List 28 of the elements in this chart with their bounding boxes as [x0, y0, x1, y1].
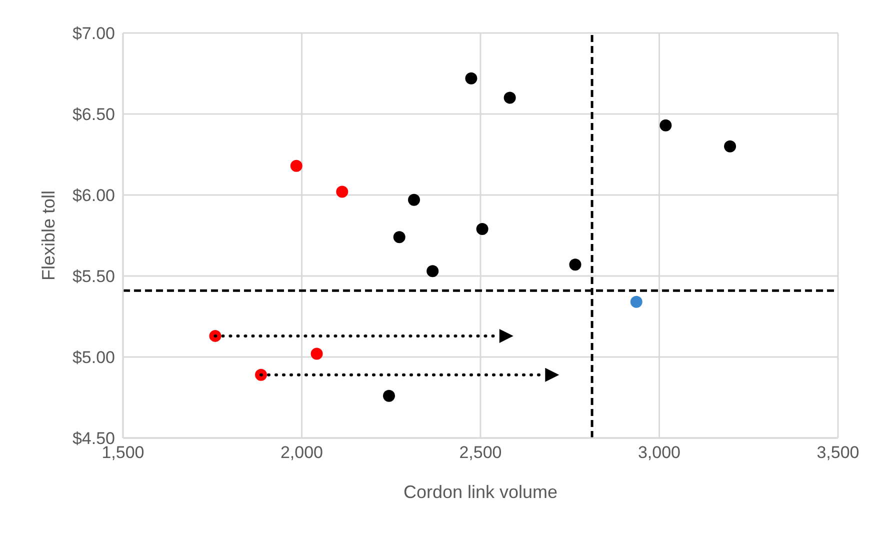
point	[393, 231, 406, 244]
point	[254, 368, 267, 381]
x-axis-title: Cordon link volume	[403, 482, 558, 502]
point	[426, 265, 439, 278]
point	[290, 160, 302, 172]
y-tick-label: $5.50	[72, 267, 115, 286]
x-tick-label: 1,500	[102, 443, 144, 462]
x-tick-label: 3,000	[638, 443, 681, 462]
point	[660, 119, 672, 132]
point	[465, 72, 478, 84]
point	[408, 194, 420, 206]
y-tick-label: $5.00	[72, 348, 115, 368]
y-tick-label: $6.00	[72, 186, 115, 206]
y-tick-label: $6.50	[72, 105, 115, 124]
point	[336, 186, 348, 198]
y-tick-label: $7.00	[72, 24, 115, 44]
point	[209, 330, 222, 342]
point	[724, 140, 736, 152]
point	[310, 348, 323, 360]
point	[504, 92, 516, 104]
point	[476, 223, 488, 236]
x-tick-label: 3,500	[816, 443, 860, 462]
y-axis-title: Flexible toll	[38, 190, 58, 281]
point	[382, 390, 395, 402]
x-tick-label: 2,500	[459, 443, 502, 462]
x-tick-label: 2,000	[280, 443, 324, 462]
point	[630, 296, 642, 308]
point	[569, 258, 582, 271]
